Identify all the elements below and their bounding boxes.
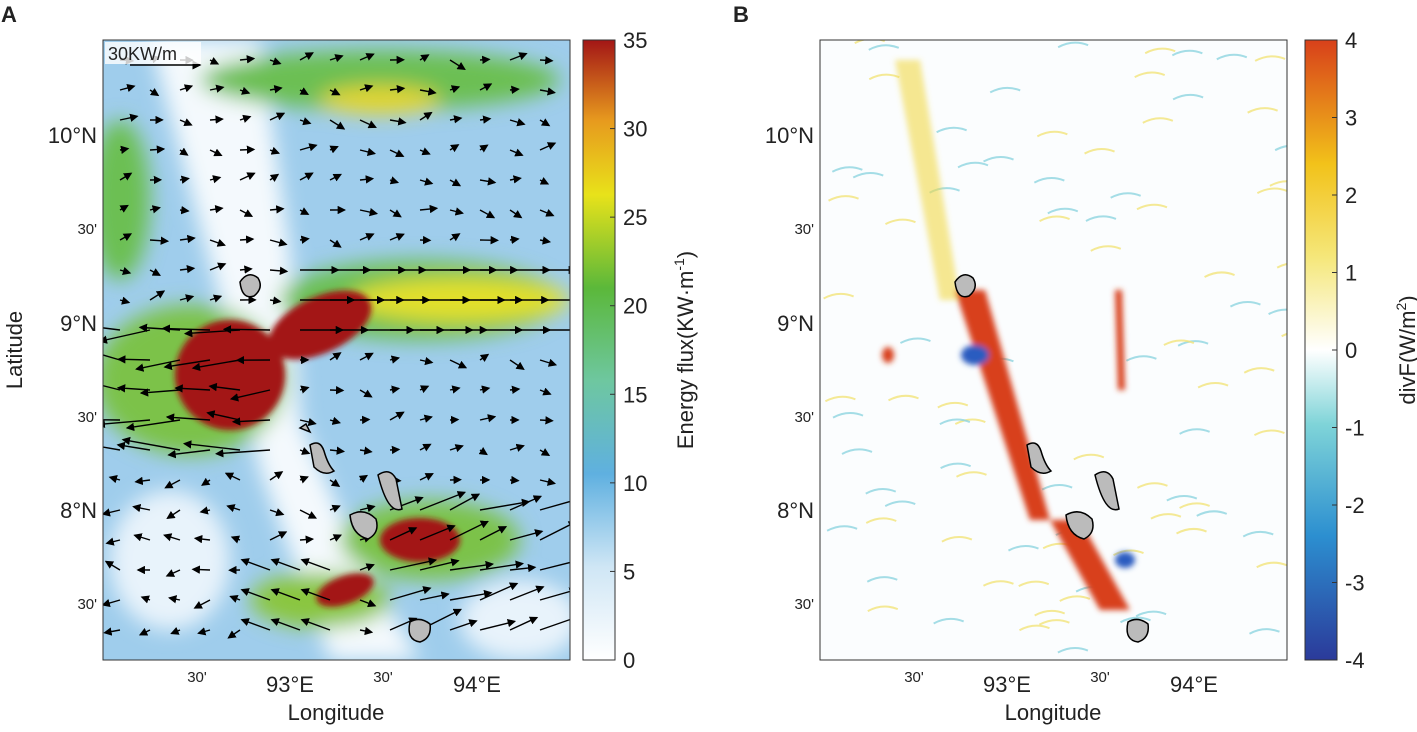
y-tick-label: 30' [794, 596, 814, 613]
flux-arrow [224, 329, 270, 330]
flux-arrow [510, 389, 519, 390]
x-tick-label: 30' [904, 669, 924, 686]
y-tick-label: 30' [77, 221, 97, 238]
colorbar-tick-label: 10 [623, 471, 647, 496]
scale-label: 30KW/m [108, 44, 177, 64]
colorbar-label-end: ) [1395, 295, 1417, 302]
flux-arrow [540, 60, 552, 61]
divergence-field [820, 39, 1312, 660]
colorbar-label-end: ) [673, 251, 698, 258]
flux-arrow [118, 359, 150, 360]
colorbar-label-sup: 2 [1393, 303, 1409, 311]
colorbar-tick-label: 5 [623, 559, 635, 584]
y-tick-label: 8°N [777, 498, 814, 523]
flux-arrow [180, 210, 188, 211]
flux-arrow [330, 390, 343, 391]
flux-arrow [510, 89, 518, 90]
flux-arrow [240, 239, 253, 240]
y-tick-label: 10°N [765, 123, 814, 148]
colorbar-tick-label: 0 [1345, 338, 1357, 363]
colorbar-tick-label: 30 [623, 117, 647, 142]
y-tick-label: 10°N [48, 123, 97, 148]
y-tick-label: 8°N [60, 498, 97, 523]
colorbar-tick-label: 20 [623, 294, 647, 319]
colorbar-tick-label: 25 [623, 205, 647, 230]
colorbar-tick-label: 35 [623, 28, 647, 53]
flux-arrow [210, 119, 222, 120]
colorbar-label-text: Energy flux(KW·m [673, 271, 698, 449]
x-axis-label: Longitude [1005, 700, 1102, 725]
flux-arrow [300, 539, 313, 540]
y-tick-label: 9°N [777, 311, 814, 336]
colorbar-label-sup: -1 [671, 258, 687, 271]
flux-arrow [150, 149, 164, 150]
flux-arrow [390, 449, 399, 450]
colorbar-tick-label: -1 [1345, 416, 1365, 441]
flux-arrow [510, 480, 518, 481]
colorbar-tick-label: 4 [1345, 28, 1357, 53]
colorbar-label: divF(W/m2) [1393, 295, 1417, 404]
flux-arrow [540, 420, 552, 421]
x-tick-label: 30' [187, 669, 207, 686]
colorbar-tick-label: -4 [1345, 648, 1365, 673]
x-tick-label: 94°E [1170, 672, 1218, 697]
flux-arrow [240, 149, 254, 150]
colorbar-label: Energy flux(KW·m-1) [671, 251, 698, 449]
flux-field [63, 40, 588, 660]
y-tick-label: 9°N [60, 311, 97, 336]
x-tick-label: 93°E [266, 672, 314, 697]
colorbar-tick-label: -2 [1345, 493, 1365, 518]
colorbar-tick-label: 2 [1345, 183, 1357, 208]
colorbar-tick-label: 0 [623, 648, 635, 673]
y-tick-label: 30' [794, 221, 814, 238]
colorbar-tick-label: -3 [1345, 571, 1365, 596]
y-tick-label: 30' [77, 596, 97, 613]
x-axis-label: Longitude [288, 700, 385, 725]
panel-letter: A [1, 2, 17, 27]
colorbar [583, 40, 615, 660]
y-axis-label: Latitude [2, 311, 27, 389]
x-tick-label: 94°E [453, 672, 501, 697]
flux-arrow [193, 569, 210, 570]
y-tick-label: 30' [794, 409, 814, 426]
colorbar-tick-label: 15 [623, 382, 647, 407]
colorbar-tick-label: 3 [1345, 106, 1357, 131]
colorbar-tick-label: 1 [1345, 261, 1357, 286]
colorbar-label-text: divF(W/m [1395, 311, 1417, 405]
panel-letter: B [733, 2, 749, 27]
x-tick-label: 93°E [983, 672, 1031, 697]
flux-arrow [480, 59, 489, 60]
x-tick-label: 30' [373, 669, 393, 686]
y-tick-label: 30' [77, 409, 97, 426]
flux-arrow [360, 419, 369, 420]
x-tick-label: 30' [1090, 669, 1110, 686]
